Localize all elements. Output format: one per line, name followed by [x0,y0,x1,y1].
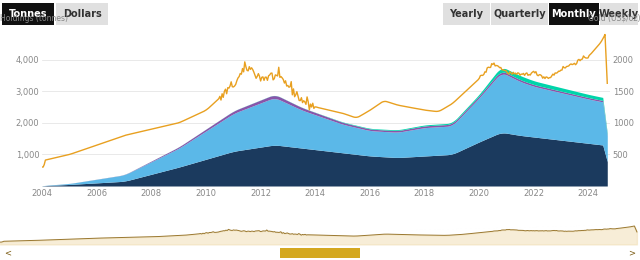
Bar [443,3,490,25]
Text: Weekly: Weekly [599,9,639,19]
Bar [600,3,638,25]
Text: Monthly: Monthly [552,9,596,19]
Text: Tonnes: Tonnes [9,9,47,19]
Text: <: < [4,249,12,257]
Text: >: > [628,249,636,257]
Bar [491,3,548,25]
Bar [2,3,54,25]
Bar [549,3,599,25]
Text: Holdings (tonnes): Holdings (tonnes) [0,14,68,23]
Bar [280,248,360,258]
Text: Gold (US$/oz): Gold (US$/oz) [588,14,640,23]
Text: Quarterly: Quarterly [493,9,546,19]
Bar [56,3,108,25]
Text: Dollars: Dollars [63,9,101,19]
Text: Yearly: Yearly [449,9,483,19]
